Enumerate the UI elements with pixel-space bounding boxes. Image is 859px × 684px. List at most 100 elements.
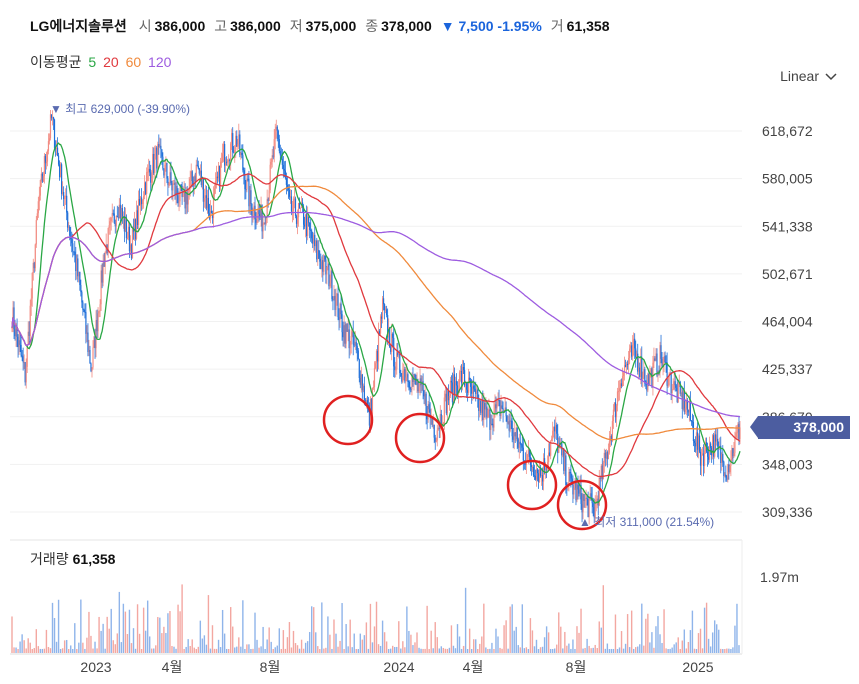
volume-bar xyxy=(232,626,234,653)
volume-bar xyxy=(175,648,177,653)
volume-bar xyxy=(598,621,600,653)
volume-bar xyxy=(215,648,218,653)
candle-body xyxy=(630,345,632,349)
volume-bar xyxy=(98,616,100,653)
candle-body xyxy=(351,331,353,337)
candle-body xyxy=(504,407,506,411)
volume-bar xyxy=(671,647,673,653)
candle-body xyxy=(653,358,655,363)
candle-body xyxy=(154,155,156,173)
volume-bar xyxy=(351,647,353,653)
volume-bar xyxy=(487,648,489,653)
candle-body xyxy=(691,421,694,423)
candle-body xyxy=(452,374,455,403)
volume-bar xyxy=(663,609,665,653)
candle-body xyxy=(425,393,427,414)
candle-body xyxy=(316,240,318,260)
candle-body xyxy=(166,162,168,179)
candle-body xyxy=(67,212,69,228)
candle-body xyxy=(698,435,701,452)
volume-bar xyxy=(485,647,487,653)
ma120-legend[interactable]: 120 xyxy=(148,54,172,70)
candle-body xyxy=(43,156,46,177)
volume-bar xyxy=(649,642,651,653)
candle-body xyxy=(159,145,161,148)
ma60-legend[interactable]: 60 xyxy=(125,54,142,70)
ma5-legend[interactable]: 5 xyxy=(88,54,97,70)
candle-body xyxy=(23,362,25,364)
candle-body xyxy=(112,213,114,215)
candle-body xyxy=(163,168,165,176)
candle-body xyxy=(34,244,36,269)
candle-body xyxy=(126,237,129,239)
candle-body xyxy=(495,404,497,409)
candle-body xyxy=(269,164,271,191)
x-tick-label: 4월 xyxy=(162,659,183,675)
candle-body xyxy=(91,367,93,372)
volume-bar xyxy=(475,639,477,653)
candle-body xyxy=(109,221,111,226)
candle-body xyxy=(489,409,491,430)
candle-body xyxy=(337,293,339,318)
volume-bar xyxy=(252,648,254,653)
candle-body xyxy=(331,270,333,300)
candle-body xyxy=(13,307,15,330)
candle-body xyxy=(437,427,439,431)
candle-body xyxy=(648,373,650,385)
candle-body xyxy=(611,421,614,441)
candle-body xyxy=(211,213,214,219)
volume-bar xyxy=(576,626,578,653)
volume-bar xyxy=(661,643,663,653)
ma20-line xyxy=(11,173,741,478)
volume-bar xyxy=(21,634,23,653)
candle-body xyxy=(276,126,278,131)
volume-bar xyxy=(23,640,25,653)
candle-body xyxy=(94,336,96,349)
volume-bar xyxy=(238,637,240,653)
ma-legend[interactable]: 이동평균 5 20 60 120 xyxy=(30,52,171,72)
volume-bar xyxy=(556,644,558,653)
x-tick-label: 2025 xyxy=(682,659,713,675)
volume-bar xyxy=(440,646,443,653)
volume-bar xyxy=(422,648,424,653)
candle-body xyxy=(379,316,382,334)
candle-body xyxy=(107,227,109,253)
volume-bar xyxy=(134,648,137,653)
volume-bar xyxy=(687,641,690,653)
ma20-legend[interactable]: 20 xyxy=(103,54,119,70)
volume-bar xyxy=(406,606,408,653)
candle-body xyxy=(667,385,669,387)
volume-bar xyxy=(138,633,141,653)
min-annotation: ▲ 최저 311,000 (21.54%) xyxy=(579,515,714,529)
scale-dropdown[interactable]: Linear xyxy=(780,68,837,84)
candle-body xyxy=(374,363,377,369)
volume-bar xyxy=(78,642,80,653)
volume-bar xyxy=(705,602,708,653)
candle-body xyxy=(86,332,88,334)
candle-body xyxy=(277,130,279,140)
volume-bar xyxy=(681,640,683,653)
candle-body xyxy=(378,330,381,334)
volume-bar xyxy=(519,647,521,653)
candle-body xyxy=(129,244,132,252)
volume-bar xyxy=(339,640,341,653)
volume-bar xyxy=(183,648,185,653)
volume-bar xyxy=(430,630,432,653)
candle-body xyxy=(686,400,688,410)
candle-body xyxy=(650,368,652,374)
volume-bar xyxy=(400,648,402,653)
candle-body xyxy=(645,383,647,385)
candle-body xyxy=(128,226,131,252)
volume-bar xyxy=(385,641,388,653)
candle-body xyxy=(80,285,82,293)
candle-body xyxy=(372,387,375,389)
volume-bar xyxy=(604,648,607,653)
candle-body xyxy=(440,414,442,426)
candle-body xyxy=(618,388,621,392)
candle-body xyxy=(275,126,277,130)
volume-bar xyxy=(551,649,554,653)
candle-body xyxy=(406,374,408,378)
volume-bar xyxy=(568,643,570,653)
high-label: 고 xyxy=(214,18,228,34)
